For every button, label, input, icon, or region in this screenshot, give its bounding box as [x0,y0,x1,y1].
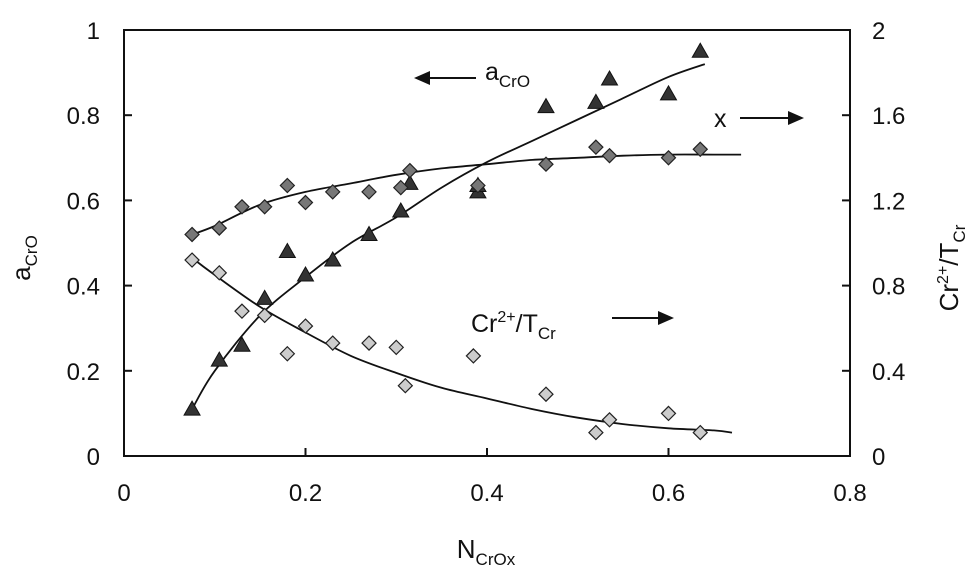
x-axis-title: NCrOx [457,534,516,569]
triangle-point [537,97,555,114]
open-diamond-point [692,424,709,441]
x-tick-label: 0 [117,480,130,507]
fit-curve-open-diamond [191,257,733,434]
filled-diamond-point [279,177,296,194]
arrow-right-x [740,111,804,125]
left-tick-label: 1 [87,18,100,45]
open-diamond-point [538,386,554,403]
filled-diamond-point [470,177,486,194]
filled-diamond-point [538,156,554,173]
plot-border [123,29,851,457]
filled-diamond-point [297,194,314,211]
open-diamond-point [324,335,341,351]
arrow-right-cr [612,311,674,325]
open-diamond-point [211,264,228,281]
right-axis-title: Cr2+/TCr [934,224,969,311]
right-tick-label: 1.6 [872,103,905,130]
filled-diamond-point [392,179,409,196]
triangle-point [360,225,378,241]
open-diamond-point [297,318,314,334]
annotation-cr-label: Cr2+/TCr [471,309,556,343]
open-diamond-point [256,307,273,324]
filled-diamond-point [211,220,228,236]
data-markers [183,42,710,441]
filled-diamond-point [588,139,604,155]
triangle-point [210,351,229,367]
open-diamond-point [397,377,414,394]
filled-diamond-point [402,162,418,179]
open-diamond-point [601,411,618,428]
left-tick-label: 0.6 [67,188,100,215]
triangle-point [296,265,315,282]
right-tick-label: 2 [872,18,885,45]
left-tick-label: 0.2 [67,359,100,386]
right-tick-label: 0.8 [872,274,905,301]
left-tick-label: 0.4 [67,274,100,301]
open-diamond-point [279,345,296,362]
filled-diamond-point [256,198,273,215]
triangle-point [233,336,251,352]
open-diamond-point [660,405,677,422]
filled-diamond-point [660,149,677,166]
axis-ticks: 0 0.2 0.4 0.6 0.800.20.40.60.8100.40.81.21.6… [67,18,906,507]
axis-titles: NCrOx aCrO Cr2+/TCr [6,224,969,569]
annotation-x-label: x [714,105,727,133]
annotations: aCrO x Cr2+/TCr [414,58,804,343]
fit-curves [191,63,742,434]
triangle-point [600,69,619,86]
filled-diamond-point [184,226,200,243]
open-diamond-point [388,339,405,356]
annotation-acro-label: aCrO [485,58,530,91]
triangle-point [391,202,410,218]
fit-curve-filled-diamond [191,153,742,236]
open-diamond-point [465,348,482,364]
x-tick-label: 0.8 [833,480,866,507]
open-diamond-point [184,252,200,268]
arrow-left-acro [414,71,476,85]
x-tick-label: 0.6 [652,480,685,507]
fit-curve-triangle [191,63,706,410]
plot-frame [123,29,851,457]
right-tick-label: 1.2 [872,188,905,215]
triangle-point [255,289,274,305]
triangle-point [278,242,297,259]
filled-diamond-point [692,141,709,158]
filled-diamond-point [234,198,250,215]
left-tick-label: 0 [87,444,100,471]
x-tick-label: 0.2 [289,480,322,507]
triangle-point [587,93,605,109]
right-tick-label: 0.4 [872,359,905,386]
left-tick-label: 0.8 [67,103,100,130]
left-axis-title: aCrO [6,235,41,281]
filled-diamond-point [601,147,618,164]
open-diamond-point [361,335,377,351]
triangle-point [659,84,678,101]
triangle-point [323,251,342,267]
right-tick-label: 0 [872,444,885,471]
triangle-point [183,400,201,416]
filled-diamond-point [361,184,377,200]
x-tick-label: 0.4 [470,480,503,507]
open-diamond-point [588,424,604,441]
filled-diamond-point [324,184,341,200]
triangle-point [691,42,710,58]
open-diamond-point [234,303,250,320]
